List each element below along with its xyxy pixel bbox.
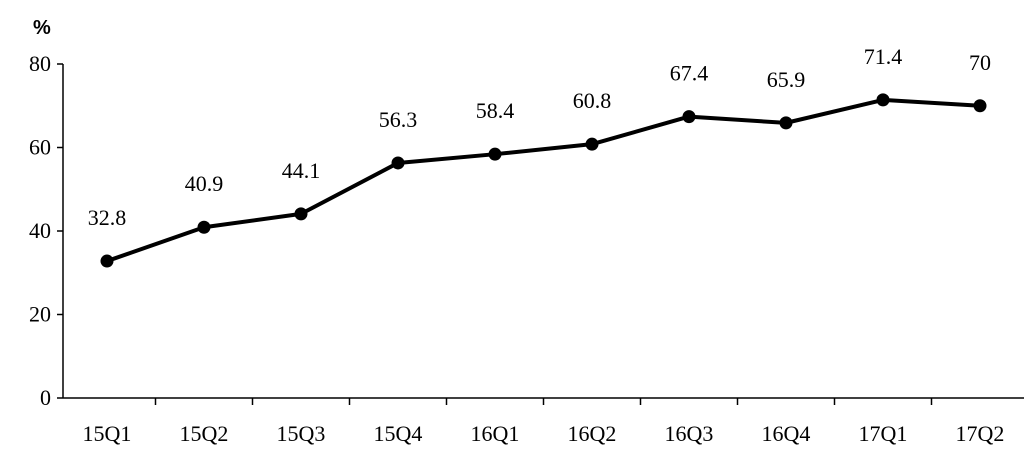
data-point bbox=[391, 156, 405, 170]
data-label: 60.8 bbox=[573, 88, 612, 113]
series-line bbox=[106, 97, 981, 263]
y-tick-label: 40 bbox=[29, 218, 51, 243]
axes: 0 20 40 60 80 15Q1 15Q2 15Q3 15Q4 16Q1 16Q2 16Q3 16Q… bbox=[29, 51, 1024, 446]
y-tick-label: 20 bbox=[29, 302, 51, 327]
data-point bbox=[585, 137, 599, 151]
data-point bbox=[876, 93, 890, 107]
data-point bbox=[294, 207, 308, 221]
data-label: 56.3 bbox=[379, 107, 418, 132]
data-label: 71.4 bbox=[864, 44, 903, 69]
x-tick-label: 16Q2 bbox=[568, 421, 617, 446]
data-point bbox=[100, 254, 114, 268]
x-tick-label: 15Q2 bbox=[180, 421, 229, 446]
x-tick-label: 15Q4 bbox=[374, 421, 423, 446]
data-label: 70 bbox=[969, 50, 991, 75]
data-label: 67.4 bbox=[670, 61, 709, 86]
data-label: 44.1 bbox=[282, 158, 321, 183]
y-tick-label: 80 bbox=[29, 51, 51, 76]
y-axis-unit-label: % bbox=[33, 17, 51, 39]
x-tick-label: 17Q2 bbox=[956, 421, 1005, 446]
x-tick-label: 16Q4 bbox=[762, 421, 811, 446]
data-point bbox=[682, 110, 696, 124]
data-label: 58.4 bbox=[476, 98, 515, 123]
data-point bbox=[488, 147, 502, 161]
series-layer: 32.8 40.9 44.1 56.3 58.4 60.8 67.4 65.9 71.4 70 bbox=[88, 44, 991, 268]
x-tick-label: 15Q3 bbox=[277, 421, 326, 446]
data-label: 32.8 bbox=[88, 205, 127, 230]
y-tick-label: 0 bbox=[40, 385, 51, 410]
data-label: 65.9 bbox=[767, 67, 806, 92]
x-tick-label: 17Q1 bbox=[859, 421, 908, 446]
data-label: 40.9 bbox=[185, 171, 224, 196]
data-point bbox=[973, 99, 987, 113]
data-point bbox=[779, 116, 793, 130]
x-tick-label: 15Q1 bbox=[83, 421, 132, 446]
data-point bbox=[197, 220, 211, 234]
x-tick-label: 16Q3 bbox=[665, 421, 714, 446]
x-tick-label: 16Q1 bbox=[471, 421, 520, 446]
y-tick-label: 60 bbox=[29, 135, 51, 160]
